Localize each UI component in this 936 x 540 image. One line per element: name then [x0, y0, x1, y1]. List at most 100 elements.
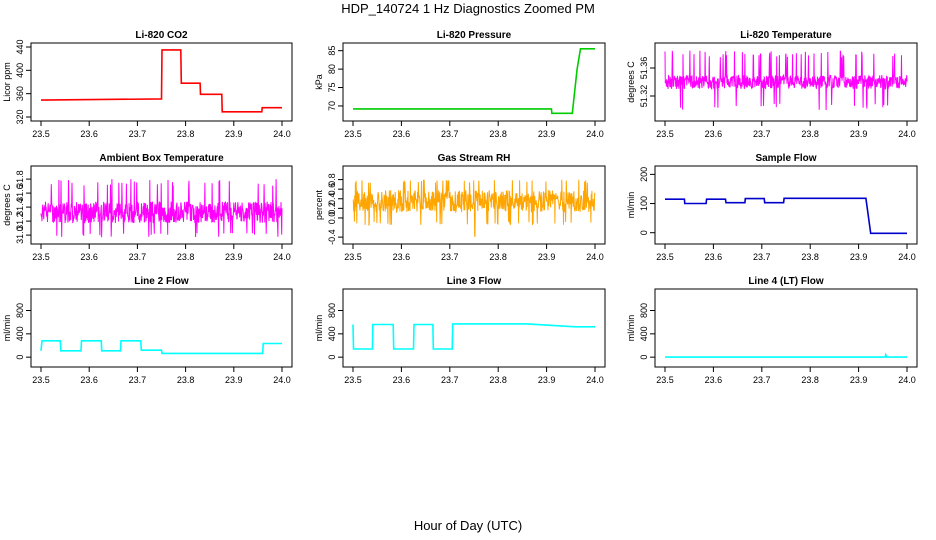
y-tick-label: 320: [15, 109, 25, 124]
x-tick-label: 23.6: [393, 375, 411, 385]
panel-title: Li-820 Pressure: [437, 30, 512, 41]
y-axis-label: kPa: [314, 74, 324, 90]
series-line-line-4-lt-flow: [665, 352, 907, 358]
x-tick-label: 23.6: [393, 252, 411, 262]
y-tick-label: 400: [639, 326, 649, 341]
series-line-li-820-temperature: [664, 50, 908, 111]
y-tick-label: 0.6: [327, 183, 337, 196]
y-axis-label: ml/min: [626, 315, 636, 342]
x-tick-label: 23.9: [850, 375, 868, 385]
x-tick-label: 23.6: [705, 129, 723, 139]
series-line-li-820-pressure: [353, 47, 595, 115]
x-tick-label: 23.5: [344, 375, 362, 385]
y-tick-label: 70: [327, 101, 337, 111]
x-tick-label: 23.7: [753, 375, 771, 385]
y-tick-label: 400: [15, 63, 25, 78]
y-tick-label: 800: [327, 303, 337, 318]
x-tick-label: 24.0: [273, 375, 291, 385]
x-tick-label: 23.5: [656, 129, 674, 139]
x-tick-label: 24.0: [898, 252, 916, 262]
y-tick-label: 80: [327, 64, 337, 74]
x-tick-label: 23.9: [225, 252, 243, 262]
panel-li-820-pressure: Li-820 Pressure kPa 23.5 23.6 23.7 23.8 23.9 24…: [314, 30, 606, 139]
y-tick-label: 85: [327, 46, 337, 56]
x-tick-label: 23.8: [489, 375, 507, 385]
y-tick-label: 31.2: [15, 212, 25, 230]
plot-frame: [654, 165, 918, 245]
panel-title: Li-820 Temperature: [740, 30, 832, 41]
x-tick-label: 23.5: [656, 252, 674, 262]
x-tick-label: 23.7: [441, 129, 459, 139]
series-line-line-2-flow: [40, 339, 282, 355]
x-tick-label: 23.5: [32, 129, 50, 139]
x-tick-label: 23.7: [129, 129, 147, 139]
series-line-sample-flow: [665, 197, 907, 235]
y-axis-label: ml/min: [2, 315, 12, 342]
y-axis-label: Licor ppm: [2, 62, 12, 102]
x-tick-label: 23.9: [225, 375, 243, 385]
y-tick-label: 0: [15, 355, 25, 360]
x-tick-label: 23.8: [801, 129, 819, 139]
y-tick-label: 31.6: [15, 184, 25, 202]
x-tick-label: 24.0: [586, 252, 604, 262]
y-axis-label: degrees C: [2, 184, 12, 226]
x-tick-label: 23.8: [177, 129, 195, 139]
panel-title: Li-820 CO2: [135, 30, 188, 41]
y-tick-label: 360: [15, 86, 25, 101]
plot-frame: [30, 165, 293, 245]
y-axis-label: ml/min: [314, 315, 324, 342]
panel-line-2-flow: Line 2 Flow ml/min 23.5 23.6 23.7 23.8 23.9 24.…: [2, 276, 293, 385]
panel-li-820-temperature: Li-820 Temperature degrees C 23.5 23.6 23.7 2…: [626, 30, 918, 139]
panel-title: Line 2 Flow: [134, 276, 189, 287]
y-tick-label: 51.36: [639, 57, 649, 80]
panel-title: Sample Flow: [755, 153, 816, 164]
x-tick-label: 23.9: [850, 252, 868, 262]
y-tick-label: 800: [639, 303, 649, 318]
y-tick-label: 200: [639, 167, 649, 182]
y-tick-label: 31.0: [15, 226, 25, 244]
y-tick-label: 400: [15, 326, 25, 341]
y-axis-label: ml/min: [626, 192, 636, 219]
panel-li-820-co2: Li-820 CO2 Licor ppm 23.5 23.6 23.7 23.8 23.9 2…: [2, 30, 293, 139]
x-tick-label: 23.6: [705, 252, 723, 262]
panel-line-3-flow: Line 3 Flow ml/min 23.5 23.6 23.7 23.8 23.9 24.…: [314, 276, 606, 385]
y-tick-label: 31.4: [15, 198, 25, 216]
plot-frame: [654, 42, 918, 122]
x-tick-label: 23.9: [850, 129, 868, 139]
y-tick-label: 0: [327, 355, 337, 360]
panel-title: Line 4 (LT) Flow: [748, 276, 824, 287]
series-line-line-3-flow: [352, 323, 595, 350]
x-axis-title: Hour of Day (UTC): [413, 518, 523, 533]
figure-title: HDP_140724 1 Hz Diagnostics Zoomed PM: [341, 1, 595, 16]
x-tick-label: 23.7: [129, 252, 147, 262]
x-tick-label: 23.5: [344, 129, 362, 139]
panel-title: Ambient Box Temperature: [99, 153, 224, 164]
x-tick-label: 23.8: [801, 252, 819, 262]
x-tick-label: 24.0: [586, 375, 604, 385]
series-line-gas-stream-rh: [352, 179, 596, 237]
x-tick-label: 23.5: [32, 375, 50, 385]
y-tick-label: 800: [15, 303, 25, 318]
x-tick-label: 23.5: [32, 252, 50, 262]
x-tick-label: 23.8: [801, 375, 819, 385]
series-line-ambient-box-temperature: [40, 179, 283, 238]
y-tick-label: 31.8: [15, 170, 25, 188]
panel-gas-stream-rh: Gas Stream RH percent 23.5 23.6 23.7 23.8 23.9…: [314, 153, 606, 262]
panel-line-4-lt-flow: Line 4 (LT) Flow ml/min 23.5 23.6 23.7 23.8 23…: [626, 276, 918, 385]
y-tick-label: 0: [639, 355, 649, 360]
y-tick-label: -0.4: [327, 229, 337, 245]
x-tick-label: 23.7: [129, 375, 147, 385]
x-tick-label: 23.8: [177, 252, 195, 262]
y-tick-label: 0.0: [327, 212, 337, 225]
x-tick-label: 24.0: [273, 129, 291, 139]
x-tick-label: 23.5: [656, 375, 674, 385]
x-tick-label: 23.8: [489, 129, 507, 139]
x-tick-label: 23.6: [393, 129, 411, 139]
y-tick-label: 0.2: [327, 202, 337, 215]
y-tick-label: 440: [15, 39, 25, 54]
x-tick-label: 24.0: [898, 129, 916, 139]
panel-title: Line 3 Flow: [447, 276, 502, 287]
x-tick-label: 23.7: [753, 252, 771, 262]
plot-frame: [342, 165, 606, 245]
x-tick-label: 24.0: [586, 129, 604, 139]
